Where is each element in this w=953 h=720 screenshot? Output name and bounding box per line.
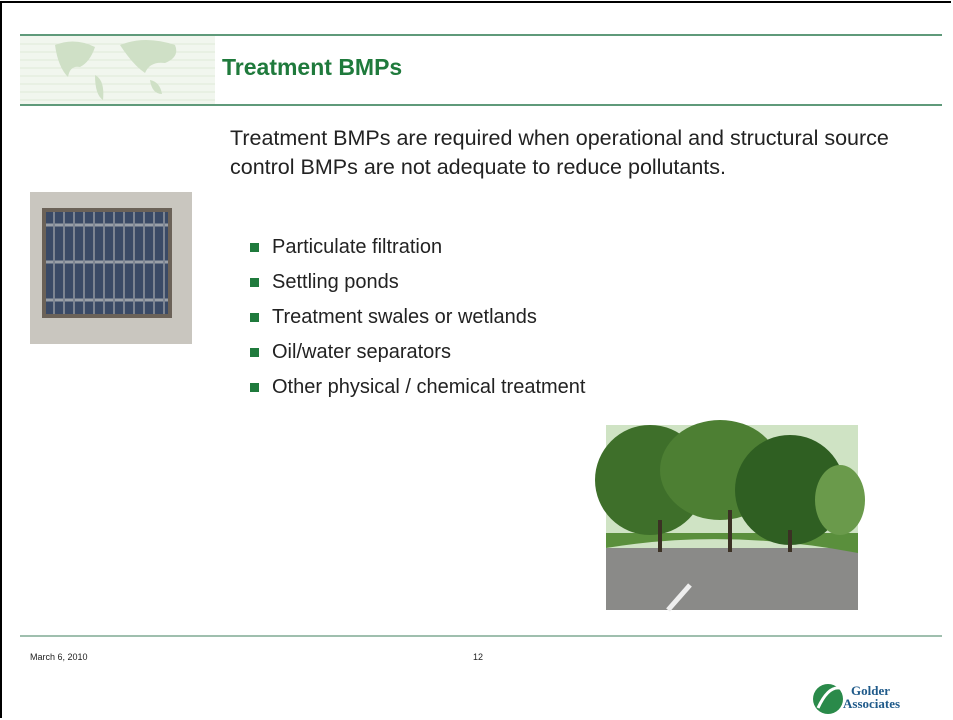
logo-line: Associates [843, 697, 900, 710]
bullet-item: Treatment swales or wetlands [250, 300, 585, 335]
intro-text: Treatment BMPs are required when operati… [230, 124, 950, 182]
slide-title: Treatment BMPs [222, 54, 402, 81]
page-number: 12 [473, 652, 483, 662]
bullet-item: Oil/water separators [250, 335, 585, 370]
bullet-item: Particulate filtration [250, 230, 585, 265]
header-map [20, 36, 215, 104]
bullet-item: Other physical / chemical treatment [250, 370, 585, 405]
bullet-item: Settling ponds [250, 265, 585, 300]
trees-photo [595, 420, 865, 610]
logo-text: Golder Associates [843, 684, 900, 710]
slide: {"header": {"title": "Treatment BMPs"}, … [0, 0, 953, 720]
footer-date: March 6, 2010 [30, 652, 88, 662]
logo-mark [813, 684, 843, 714]
drain-grate-photo [30, 192, 192, 344]
